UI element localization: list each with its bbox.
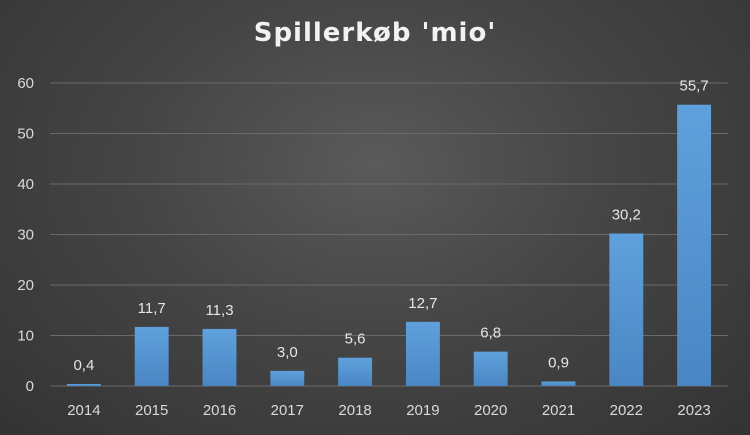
bar-2016 xyxy=(202,328,237,386)
x-tick-label: 2016 xyxy=(203,402,236,419)
data-label-2021: 0,9 xyxy=(548,354,569,371)
y-tick-label: 0 xyxy=(26,378,34,395)
x-tick-label: 2020 xyxy=(474,402,507,419)
bar-2015 xyxy=(134,326,169,386)
data-label-2016: 11,3 xyxy=(205,302,233,319)
chart-title: Spillerkøb 'mio' xyxy=(253,18,497,48)
bar-2021 xyxy=(541,381,576,386)
data-label-2017: 3,0 xyxy=(277,344,298,361)
data-label-2023: 55,7 xyxy=(679,78,708,95)
y-tick-label: 10 xyxy=(17,328,34,345)
y-tick-label: 30 xyxy=(17,227,34,244)
bar-2023 xyxy=(677,104,712,386)
bar-2017 xyxy=(270,370,305,386)
x-tick-label: 2022 xyxy=(610,402,643,419)
y-tick-label: 40 xyxy=(17,176,34,193)
bar-2020 xyxy=(473,351,508,386)
bar-2014 xyxy=(66,383,101,386)
data-label-2019: 12,7 xyxy=(408,295,437,312)
y-tick-label: 50 xyxy=(17,126,34,143)
data-label-2018: 5,6 xyxy=(345,331,366,348)
x-tick-label: 2023 xyxy=(677,402,710,419)
data-label-2022: 30,2 xyxy=(612,206,641,223)
x-tick-label: 2015 xyxy=(135,402,168,419)
data-label-2014: 0,4 xyxy=(73,357,94,374)
data-label-2020: 6,8 xyxy=(480,325,501,342)
x-tick-label: 2018 xyxy=(338,402,371,419)
bar-2018 xyxy=(338,357,373,386)
x-tick-label: 2019 xyxy=(406,402,439,419)
bar-2019 xyxy=(405,321,440,386)
x-tick-label: 2017 xyxy=(271,402,304,419)
x-tick-label: 2021 xyxy=(542,402,575,419)
y-tick-label: 60 xyxy=(17,75,34,92)
data-label-2015: 11,7 xyxy=(138,300,166,317)
x-tick-label: 2014 xyxy=(67,402,100,419)
y-tick-label: 20 xyxy=(17,277,34,294)
bar-2022 xyxy=(609,233,644,386)
